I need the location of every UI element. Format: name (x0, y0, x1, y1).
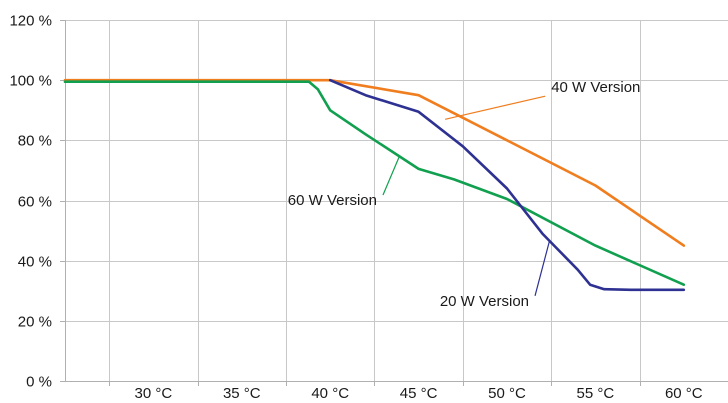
series-line-w40 (63, 78, 686, 247)
grid (65, 20, 728, 381)
series-line-w20 (328, 78, 686, 292)
y-tick-label: 100 % (9, 73, 52, 90)
y-tick-label: 40 % (18, 254, 52, 271)
y-tick-label: 20 % (18, 314, 52, 331)
x-tick-label: 55 °C (577, 385, 615, 402)
y-tick-label: 60 % (18, 194, 52, 211)
annotation-label-w60: 60 W Version (288, 192, 377, 209)
series-annotations: 40 W Version 60 W Version 20 W Version (288, 79, 641, 310)
y-tick-label: 80 % (18, 133, 52, 150)
y-axis-tick-labels: 0 % 20 % 40 % 60 % 80 % 100 % 120 % (9, 13, 52, 391)
leader-line-w20 (534, 240, 551, 296)
x-tick-label: 50 °C (488, 385, 526, 402)
annotation-label-w40: 40 W Version (551, 79, 640, 96)
y-tick-label: 120 % (9, 13, 52, 30)
x-tick-label: 35 °C (223, 385, 261, 402)
x-tick-label: 40 °C (311, 385, 349, 402)
leader-line-w40 (444, 95, 546, 120)
x-tick-label: 60 °C (665, 385, 703, 402)
annotation-label-w20: 20 W Version (440, 293, 529, 310)
axes (60, 20, 728, 386)
series-lines (63, 78, 686, 292)
series-line-w60 (63, 80, 686, 287)
x-axis-tick-labels: 30 °C 35 °C 40 °C 45 °C 50 °C 55 °C 60 °C (135, 385, 703, 402)
leader-line-w60 (382, 156, 400, 196)
x-tick-label: 30 °C (135, 385, 173, 402)
x-tick-label: 45 °C (400, 385, 438, 402)
y-tick-label: 0 % (26, 374, 52, 391)
